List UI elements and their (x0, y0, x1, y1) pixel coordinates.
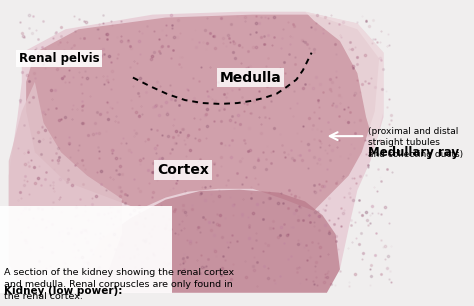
Text: (proximal and distal
straight tubules
and collecting ducts): (proximal and distal straight tubules an… (368, 127, 464, 159)
Polygon shape (26, 15, 379, 211)
Polygon shape (9, 82, 122, 293)
FancyBboxPatch shape (0, 206, 172, 293)
Text: Cortex: Cortex (157, 163, 209, 177)
Polygon shape (305, 12, 383, 146)
Text: Medullary ray: Medullary ray (368, 146, 459, 159)
Polygon shape (9, 12, 383, 293)
Polygon shape (87, 190, 340, 293)
Text: Medulla: Medulla (220, 71, 282, 84)
Text: Renal pelvis: Renal pelvis (18, 52, 99, 65)
Text: Kidney (low power):: Kidney (low power): (4, 286, 123, 296)
Text: A section of the kidney showing the renal cortex
and medulla. Renal corpuscles a: A section of the kidney showing the rena… (4, 268, 235, 301)
